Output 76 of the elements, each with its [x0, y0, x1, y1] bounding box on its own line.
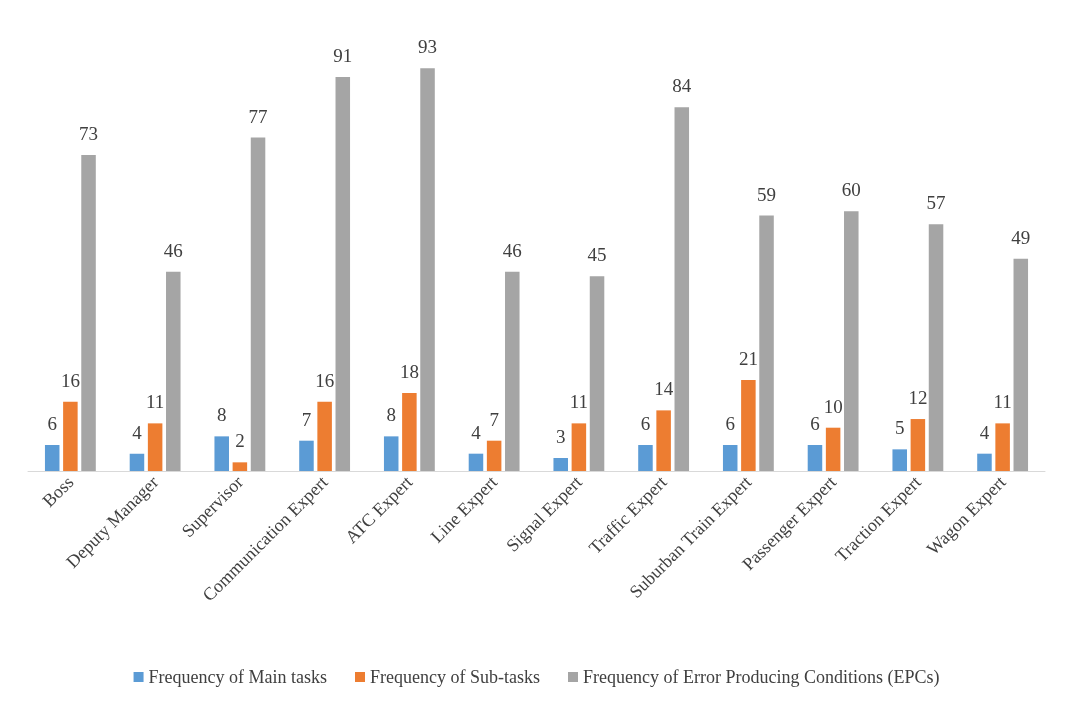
data-label: 11	[993, 391, 1012, 413]
data-label: 84	[672, 75, 692, 97]
bar	[844, 211, 859, 471]
bar	[807, 445, 823, 471]
bar	[250, 137, 266, 471]
data-label: 6	[810, 413, 820, 435]
data-label: 7	[301, 408, 312, 430]
data-label: 91	[333, 44, 353, 66]
bar	[995, 423, 1010, 471]
data-label: 59	[757, 183, 777, 205]
data-label: 16	[315, 369, 335, 391]
data-label: 12	[908, 387, 928, 409]
bar	[166, 271, 181, 471]
data-label: 4	[979, 421, 990, 443]
x-tick-label: Boss	[38, 471, 78, 511]
bar	[335, 76, 351, 471]
data-label: 49	[1011, 226, 1031, 248]
bar	[910, 419, 926, 471]
data-label: 4	[471, 421, 482, 443]
bar	[825, 427, 841, 471]
bar	[638, 445, 653, 471]
data-label: 21	[738, 348, 758, 370]
bar	[420, 68, 435, 471]
bar	[129, 453, 145, 471]
bar	[1013, 258, 1029, 471]
data-label: 14	[654, 378, 674, 400]
data-label: 60	[841, 179, 861, 201]
bar	[299, 440, 314, 471]
data-label: 8	[386, 404, 396, 426]
bar	[317, 401, 332, 471]
data-label: 2	[235, 430, 245, 452]
data-label: 4	[132, 421, 143, 443]
data-label: 6	[47, 413, 57, 435]
bar	[977, 453, 992, 471]
bar	[402, 393, 417, 471]
bar	[147, 423, 163, 471]
bar	[383, 436, 399, 471]
data-label: 7	[489, 408, 499, 430]
bar	[892, 449, 907, 471]
data-label: 3	[555, 426, 566, 448]
data-label: 46	[163, 239, 183, 261]
bar	[63, 401, 78, 471]
data-label: 57	[926, 192, 946, 214]
bar	[656, 410, 671, 471]
data-label: 6	[725, 413, 735, 435]
bar	[81, 154, 96, 471]
legend-label: Frequency of Sub-tasks	[370, 667, 540, 687]
data-label: 11	[569, 391, 589, 413]
data-label: 46	[502, 239, 522, 261]
data-label: 18	[399, 361, 419, 383]
bar	[741, 380, 756, 471]
bar	[759, 215, 774, 471]
data-label: 11	[145, 391, 165, 413]
legend-label: Frequency of Main tasks	[148, 667, 328, 687]
bar	[589, 276, 605, 471]
bar	[486, 440, 502, 471]
data-label: 45	[587, 244, 607, 266]
bar	[674, 107, 690, 471]
bar	[214, 436, 229, 471]
bar	[928, 224, 944, 471]
data-label: 6	[640, 413, 651, 435]
bar	[571, 423, 587, 471]
data-label: 16	[60, 369, 80, 391]
bar	[553, 458, 568, 471]
data-label: 5	[894, 417, 905, 439]
data-label: 10	[823, 395, 843, 417]
data-label: 73	[79, 122, 99, 144]
data-label: 77	[248, 105, 268, 127]
bar	[505, 271, 520, 471]
bar	[44, 445, 60, 471]
bar	[232, 462, 248, 471]
bar	[468, 453, 484, 471]
bar	[722, 445, 738, 471]
data-label: 93	[418, 36, 438, 58]
data-label: 8	[216, 404, 227, 426]
legend-label: Frequency of Error Producing Conditions (EPCs)	[582, 667, 940, 688]
